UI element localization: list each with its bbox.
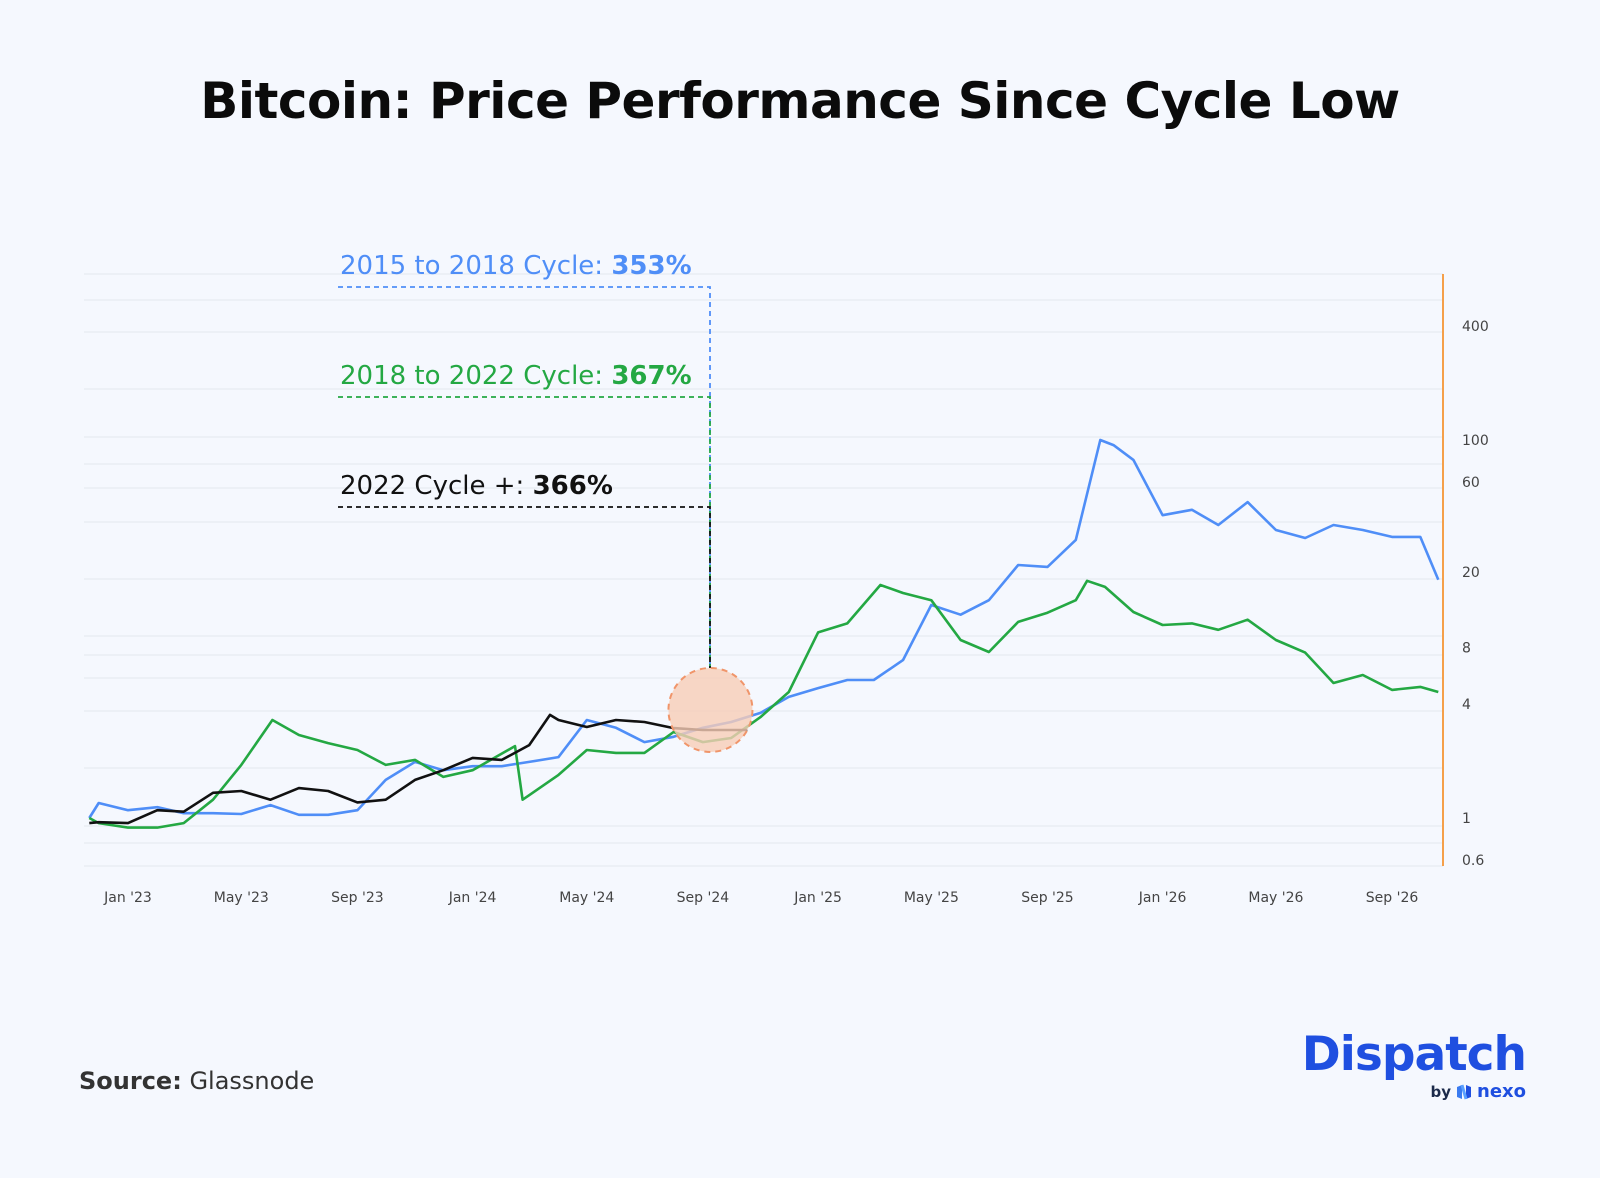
annotation-guide-line (338, 506, 711, 668)
logo-by: by (1430, 1082, 1451, 1101)
annotation-2015-2018: 2015 to 2018 Cycle: 353% (340, 251, 692, 281)
source-label: Source: (79, 1067, 182, 1095)
x-tick-label: Jan '23 (103, 890, 152, 906)
annotation-guide-line (338, 396, 711, 668)
annotation-label: 2015 to 2018 Cycle: (340, 251, 611, 281)
x-tick-label: May '24 (559, 890, 614, 906)
gridlines (84, 273, 1443, 867)
x-tick-label: Sep '23 (331, 890, 384, 906)
annotation-label: 2018 to 2022 Cycle: (340, 361, 611, 391)
annotation-2022: 2022 Cycle +: 366% (340, 471, 613, 501)
y-tick-label: 20 (1462, 565, 1480, 581)
x-tick-label: May '25 (904, 890, 959, 906)
annotation-label: 2022 Cycle +: (340, 471, 533, 501)
x-tick-label: Sep '24 (677, 890, 730, 906)
nexo-icon (1457, 1084, 1471, 1099)
x-axis: Jan '23 May '23 Sep '23 Jan '24 May '24 Sep '… (103, 890, 1418, 906)
series-group (88, 438, 1440, 829)
x-tick-label: Jan '24 (448, 890, 497, 906)
source-note: Source: Glassnode (79, 1067, 314, 1095)
logo-brand: nexo (1477, 1081, 1526, 1102)
x-tick-label: May '26 (1248, 890, 1303, 906)
y-tick-label: 100 (1462, 433, 1489, 449)
y-tick-label: 0.6 (1462, 853, 1484, 869)
current-position-highlight (667, 666, 754, 753)
annotation-value: 367% (611, 361, 691, 391)
annotation-2018-2022: 2018 to 2022 Cycle: 367% (340, 361, 692, 391)
y-tick-label: 1 (1462, 811, 1471, 827)
series-line-1 (88, 579, 1439, 829)
chart-title: Bitcoin: Price Performance Since Cycle L… (200, 72, 1400, 130)
x-tick-label: May '23 (214, 890, 269, 906)
x-tick-label: Jan '26 (1138, 890, 1187, 906)
series-line-2 (89, 713, 748, 825)
series-line-0 (88, 438, 1440, 819)
y-tick-label: 8 (1462, 640, 1471, 656)
y-tick-label: 4 (1462, 697, 1471, 713)
x-tick-label: Jan '25 (793, 890, 842, 906)
x-tick-label: Sep '25 (1021, 890, 1074, 906)
annotation-value: 366% (533, 471, 613, 501)
x-tick-label: Sep '26 (1366, 890, 1419, 906)
annotation-guides (338, 286, 711, 668)
logo-wordmark: Dispatch (1301, 1027, 1527, 1082)
y-tick-label: 400 (1462, 319, 1489, 335)
dispatch-logo: Dispatch by nexo (1300, 1027, 1527, 1103)
y-tick-label: 60 (1462, 475, 1480, 491)
annotation-value: 353% (611, 251, 691, 281)
source-value: Glassnode (189, 1067, 315, 1095)
y-axis: 0.6 1 4 8 20 60 100 400 (1462, 319, 1489, 869)
logo-byline: by nexo (1430, 1081, 1526, 1102)
